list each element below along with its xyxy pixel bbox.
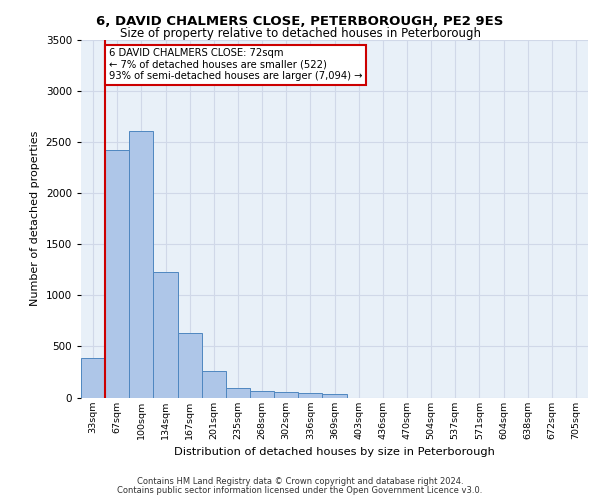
Text: 6, DAVID CHALMERS CLOSE, PETERBOROUGH, PE2 9ES: 6, DAVID CHALMERS CLOSE, PETERBOROUGH, P… xyxy=(97,15,503,28)
Bar xyxy=(298,394,322,398)
Bar xyxy=(81,358,105,398)
Bar xyxy=(178,332,202,398)
Text: Contains public sector information licensed under the Open Government Licence v3: Contains public sector information licen… xyxy=(118,486,482,495)
Text: Contains HM Land Registry data © Crown copyright and database right 2024.: Contains HM Land Registry data © Crown c… xyxy=(137,477,463,486)
Bar xyxy=(274,392,298,398)
Bar xyxy=(105,150,129,398)
Bar xyxy=(250,392,274,398)
Bar xyxy=(226,388,250,398)
Bar xyxy=(154,272,178,398)
Bar xyxy=(322,394,347,398)
Y-axis label: Number of detached properties: Number of detached properties xyxy=(30,131,40,306)
Text: 6 DAVID CHALMERS CLOSE: 72sqm
← 7% of detached houses are smaller (522)
93% of s: 6 DAVID CHALMERS CLOSE: 72sqm ← 7% of de… xyxy=(109,48,362,82)
Bar xyxy=(202,372,226,398)
Bar xyxy=(129,131,154,398)
Text: Size of property relative to detached houses in Peterborough: Size of property relative to detached ho… xyxy=(119,28,481,40)
X-axis label: Distribution of detached houses by size in Peterborough: Distribution of detached houses by size … xyxy=(174,447,495,457)
